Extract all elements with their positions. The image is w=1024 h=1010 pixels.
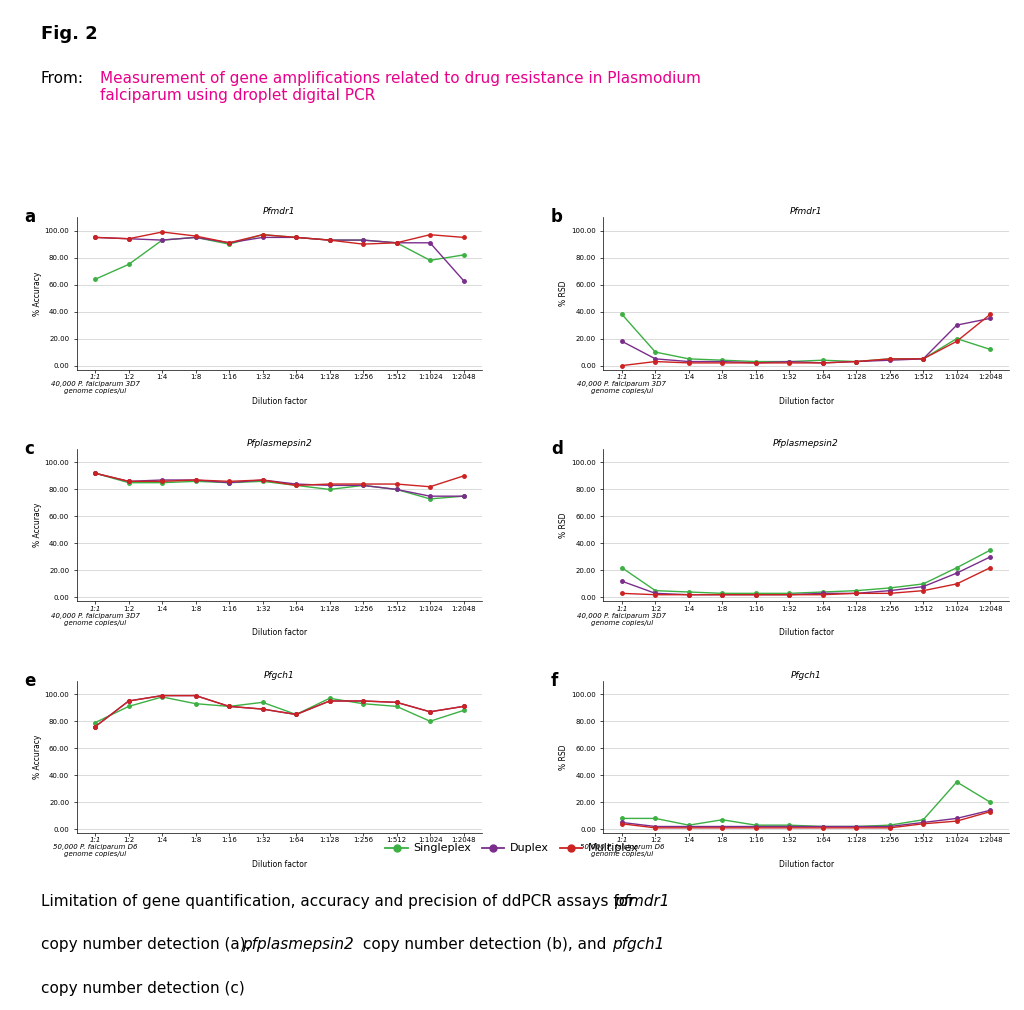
Text: copy number detection (b), and: copy number detection (b), and <box>358 937 611 952</box>
X-axis label: Dilution factor: Dilution factor <box>778 397 834 406</box>
Text: copy number detection (a),: copy number detection (a), <box>41 937 255 952</box>
Title: Pfplasmepsin2: Pfplasmepsin2 <box>247 439 312 448</box>
Title: Pfmdr1: Pfmdr1 <box>263 207 296 216</box>
Text: e: e <box>25 672 36 690</box>
Title: Pfgch1: Pfgch1 <box>791 671 821 680</box>
Text: Limitation of gene quantification, accuracy and precision of ddPCR assays for: Limitation of gene quantification, accur… <box>41 894 639 909</box>
X-axis label: Dilution factor: Dilution factor <box>778 628 834 637</box>
Text: pfplasmepsin2: pfplasmepsin2 <box>242 937 353 952</box>
Text: pfgch1: pfgch1 <box>612 937 665 952</box>
X-axis label: Dilution factor: Dilution factor <box>252 628 307 637</box>
Y-axis label: % RSD: % RSD <box>559 512 568 538</box>
Y-axis label: % Accuracy: % Accuracy <box>33 735 42 779</box>
Text: d: d <box>551 439 563 458</box>
Legend: Singleplex, Duplex, Multiplex: Singleplex, Duplex, Multiplex <box>381 839 643 857</box>
Text: Measurement of gene amplifications related to drug resistance in Plasmodium
falc: Measurement of gene amplifications relat… <box>100 71 701 103</box>
Text: b: b <box>551 208 563 226</box>
Title: Pfmdr1: Pfmdr1 <box>790 207 822 216</box>
Text: From:: From: <box>41 71 84 86</box>
Text: c: c <box>25 439 34 458</box>
Y-axis label: % RSD: % RSD <box>559 281 568 306</box>
X-axis label: Dilution factor: Dilution factor <box>252 397 307 406</box>
Y-axis label: % RSD: % RSD <box>559 744 568 770</box>
Text: Fig. 2: Fig. 2 <box>41 25 97 43</box>
X-axis label: Dilution factor: Dilution factor <box>778 861 834 870</box>
X-axis label: Dilution factor: Dilution factor <box>252 861 307 870</box>
Y-axis label: % Accuracy: % Accuracy <box>33 503 42 547</box>
Text: copy number detection (c): copy number detection (c) <box>41 981 245 996</box>
Text: a: a <box>25 208 35 226</box>
Y-axis label: % Accuracy: % Accuracy <box>33 272 42 315</box>
Text: pfmdr1: pfmdr1 <box>614 894 670 909</box>
Text: f: f <box>551 672 558 690</box>
Title: Pfplasmepsin2: Pfplasmepsin2 <box>773 439 839 448</box>
Title: Pfgch1: Pfgch1 <box>264 671 295 680</box>
